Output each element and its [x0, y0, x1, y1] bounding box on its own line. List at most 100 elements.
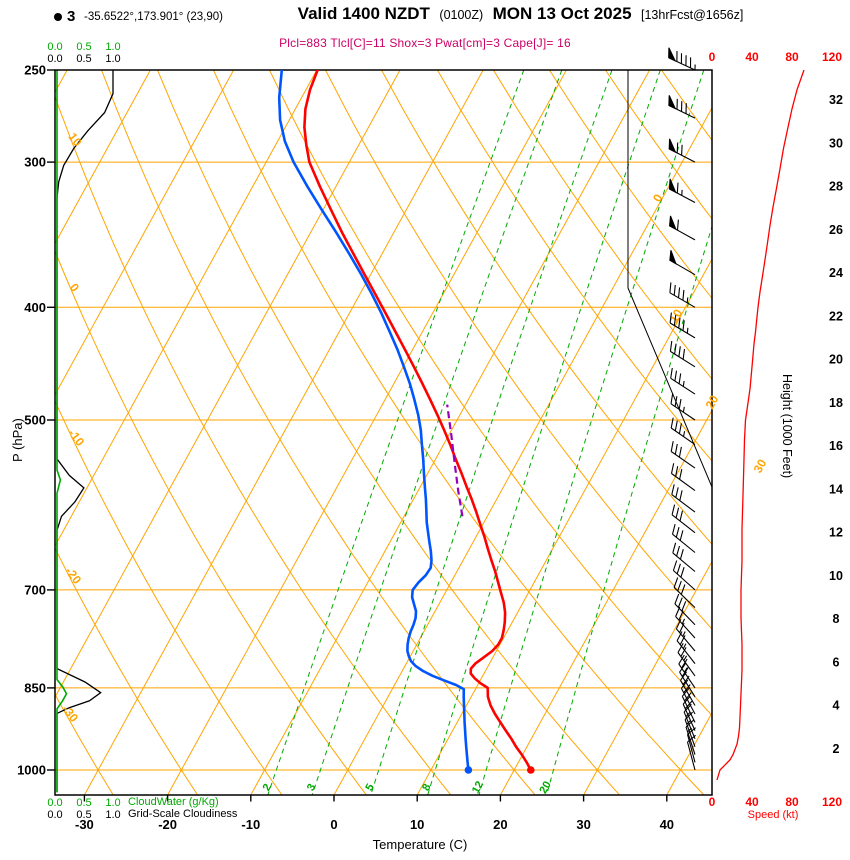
svg-text:-20: -20: [62, 564, 84, 587]
wind-barbs: [668, 47, 696, 771]
svg-text:-30: -30: [59, 702, 81, 725]
svg-text:16: 16: [829, 439, 843, 453]
surface-temperature-dot: [526, 766, 535, 774]
svg-text:0.0: 0.0: [47, 797, 62, 809]
svg-text:6: 6: [833, 655, 840, 669]
svg-text:0: 0: [709, 50, 716, 64]
svg-text:26: 26: [829, 223, 843, 237]
svg-text:250: 250: [24, 63, 46, 78]
svg-text:22: 22: [829, 309, 843, 323]
svg-text:1.0: 1.0: [105, 809, 120, 821]
svg-text:-30: -30: [75, 817, 94, 832]
mixing-ratio-labels: 2 3 5 8 12 20: [261, 779, 554, 796]
forecast-info: [13hrFcst@1656z]: [641, 8, 744, 22]
svg-text:1.0: 1.0: [105, 797, 120, 809]
svg-text:1.0: 1.0: [105, 53, 120, 65]
temperature-tick-labels: -30 -20 -10 0 10 20 30 40: [75, 795, 674, 832]
station-coordinates: -35.6522°,173.901° (23,90): [84, 11, 223, 23]
grid-lines: [55, 70, 712, 795]
dewpoint-curve: [277, 70, 470, 772]
svg-text:1.0: 1.0: [105, 41, 120, 53]
svg-text:30: 30: [751, 457, 770, 476]
svg-text:0: 0: [709, 795, 716, 809]
svg-text:400: 400: [24, 300, 46, 315]
svg-text:30: 30: [829, 136, 843, 150]
mixing-ratio-lines: [267, 70, 712, 795]
cloudwater-tick-labels: 0.00.00.50.51.01.0: [47, 41, 120, 809]
wind-barb: [671, 514, 696, 534]
chart-title: Valid 1400 NZDT (0100Z) MON 13 Oct 2025 …: [200, 4, 840, 24]
svg-text:20: 20: [537, 779, 553, 796]
wind-speed-profile: [716, 69, 805, 781]
svg-text:4: 4: [833, 699, 840, 713]
surface-dewpoint-dot: [464, 766, 473, 774]
cloudwater-profile: [56, 70, 68, 793]
wind-barb: [671, 494, 696, 513]
svg-text:18: 18: [829, 396, 843, 410]
cloudiness-tick-labels: 0.00.00.50.51.01.0: [47, 53, 120, 821]
svg-text:700: 700: [24, 582, 46, 597]
barb-region-boundary: [627, 70, 712, 488]
speed-tick-labels: 0 0 40 40 80 80 120 120: [709, 50, 843, 809]
wind-barb: [670, 451, 696, 469]
valid-date: MON 13 Oct 2025: [492, 4, 632, 23]
svg-text:30: 30: [576, 817, 590, 832]
height-axis-title: Height (1000 Feet): [780, 374, 794, 479]
svg-text:0.5: 0.5: [76, 53, 91, 65]
svg-text:20: 20: [829, 353, 843, 367]
svg-text:500: 500: [24, 413, 46, 428]
parcel-path: [446, 404, 464, 517]
svg-text:80: 80: [785, 50, 799, 64]
valid-time: Valid 1400 NZDT: [297, 4, 430, 23]
wind-barb: [686, 734, 696, 763]
svg-text:0: 0: [67, 281, 82, 295]
wind-barb: [685, 726, 696, 755]
svg-text:300: 300: [24, 155, 46, 170]
stability-indices: Plcl=883 Tlcl[C]=11 Shox=3 Pwat[cm]=3 Ca…: [279, 36, 571, 50]
svg-text:0.5: 0.5: [76, 797, 91, 809]
svg-text:10: 10: [829, 569, 843, 583]
svg-text:20: 20: [703, 393, 722, 412]
speed-axis-title: Speed (kt): [747, 809, 799, 821]
station-marker: 3: [54, 8, 75, 25]
svg-text:40: 40: [745, 50, 759, 64]
svg-text:0.5: 0.5: [76, 809, 91, 821]
svg-text:0.5: 0.5: [76, 41, 91, 53]
svg-text:3: 3: [305, 782, 318, 793]
svg-text:14: 14: [829, 482, 843, 496]
svg-text:-10: -10: [241, 817, 260, 832]
svg-text:120: 120: [822, 795, 842, 809]
plot-frame: [54, 69, 713, 796]
svg-text:20: 20: [493, 817, 507, 832]
pressure-tick-labels: 250 300 400 500 700 850 1000: [17, 63, 55, 778]
wind-barb: [682, 703, 696, 731]
svg-text:1000: 1000: [17, 763, 46, 778]
station-marker-value: 3: [67, 8, 76, 25]
cloudiness-profile: [56, 70, 114, 793]
svg-text:0.0: 0.0: [47, 41, 62, 53]
svg-text:28: 28: [829, 180, 843, 194]
svg-text:5: 5: [363, 782, 376, 793]
svg-text:2: 2: [833, 742, 840, 756]
svg-text:80: 80: [785, 795, 799, 809]
pressure-axis-title: P (hPa): [10, 418, 25, 462]
svg-text:120: 120: [822, 50, 842, 64]
temperature-curve: [303, 70, 533, 772]
wind-barb: [671, 473, 696, 492]
valid-time-utc: (0100Z): [439, 8, 484, 22]
svg-text:-20: -20: [158, 817, 177, 832]
svg-text:24: 24: [829, 266, 843, 280]
svg-text:10: 10: [410, 817, 424, 832]
svg-text:8: 8: [420, 782, 433, 793]
svg-text:12: 12: [829, 526, 843, 540]
svg-text:8: 8: [833, 612, 840, 626]
svg-text:0: 0: [330, 817, 337, 832]
cloudiness-axis-title: Grid-Scale Cloudiness: [128, 808, 238, 820]
svg-text:2: 2: [261, 782, 274, 793]
svg-text:0.0: 0.0: [47, 809, 62, 821]
svg-text:0.0: 0.0: [47, 53, 62, 65]
wind-barb: [675, 616, 696, 639]
